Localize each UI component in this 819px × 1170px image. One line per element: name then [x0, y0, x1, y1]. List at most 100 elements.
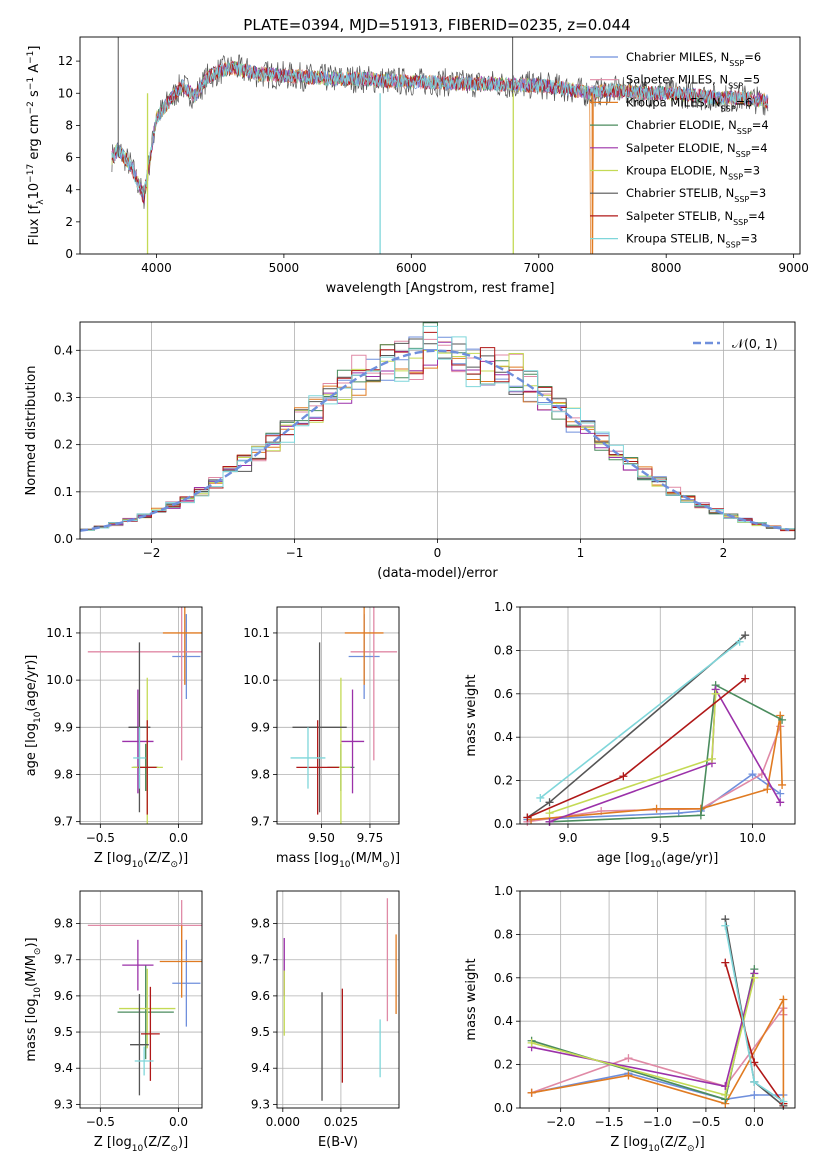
y-tick-label: 12	[58, 54, 73, 68]
y-tick-label: 10	[58, 86, 73, 100]
weight-marker	[750, 1058, 759, 1067]
spectrum-line	[111, 54, 769, 209]
x-axis-label: Z [log10(Z/Z⊙)]	[610, 1135, 704, 1154]
y-tick-label: 9.7	[251, 953, 270, 967]
y-tick-label: 0.0	[494, 817, 513, 831]
weight-line	[549, 683, 783, 823]
x-tick-label: −2.0	[546, 1115, 575, 1129]
x-tick-label: 10.0	[739, 831, 766, 845]
x-tick-label: 9.75	[357, 831, 384, 845]
y-tick-label: 9.8	[54, 917, 73, 931]
y-tick-label: 0.1	[54, 485, 73, 499]
weight-marker	[696, 811, 705, 820]
weight-marker	[721, 1090, 730, 1099]
x-tick-label: 9.5	[651, 831, 670, 845]
weight-marker	[711, 689, 720, 698]
x-axis-label: age [log10(age/yr)]	[597, 851, 719, 870]
y-tick-label: 9.9	[251, 720, 270, 734]
y-tick-label: 9.6	[251, 989, 270, 1003]
weight-line	[531, 973, 756, 1088]
plot-area	[87, 900, 202, 1096]
axes-frame	[276, 890, 400, 1109]
legend-label: Salpeter MILES, NSSP=5	[626, 73, 760, 91]
y-tick-label: 9.8	[251, 917, 270, 931]
axes-z_vs_mass: −0.5 0.0 9.3 9.4 9.5 9.6 9.7 9.8 Z [log10(Z/Z⊙)]…	[24, 890, 203, 1154]
y-tick-label: 0.0	[54, 532, 73, 546]
axes-z_vs_age: −0.5 0.0 9.7 9.8 9.9 10.0 10.1 Z [log10(Z/Z⊙)] a…	[24, 606, 203, 870]
axes-frame	[79, 321, 796, 540]
legend-label: Kroupa STELIB, NSSP=3	[626, 232, 757, 250]
plot-area	[283, 898, 397, 1101]
legend-label: Chabrier ELODIE, NSSP=4	[626, 118, 769, 136]
x-axis-label: Z [log10(Z/Z⊙)]	[94, 1135, 188, 1154]
weight-marker	[721, 921, 730, 930]
weight-line	[539, 641, 741, 799]
y-tick-label: 9.3	[251, 1097, 270, 1111]
y-tick-label: 9.5	[251, 1025, 270, 1039]
weight-marker	[624, 1054, 633, 1063]
x-tick-label: 6000	[396, 261, 427, 275]
weight-line	[531, 715, 783, 821]
y-tick-label: 4	[65, 183, 73, 197]
y-tick-label: 10.1	[243, 626, 270, 640]
x-tick-label: −1.5	[595, 1115, 624, 1129]
plot-area	[523, 631, 787, 826]
y-tick-label: 0	[65, 247, 73, 261]
error-point	[134, 1046, 154, 1076]
error-point	[172, 614, 201, 699]
axes-weights_vs_z: −2.0 −1.5 −1.0 −0.5 0.0 0.0 0.2 0.4 0.6 0.8 1.0 Z […	[464, 884, 796, 1154]
axes-frame	[519, 890, 796, 1109]
y-tick-label: 0.8	[494, 643, 513, 657]
weight-marker	[763, 785, 772, 794]
weight-marker	[707, 754, 716, 763]
y-tick-label: 9.8	[251, 767, 270, 781]
weight-marker	[536, 793, 545, 802]
y-tick-label: 0.8	[494, 927, 513, 941]
x-tick-label: 4000	[141, 261, 172, 275]
weight-marker	[778, 715, 787, 724]
legend-label: Chabrier MILES, NSSP=6	[626, 50, 761, 68]
weight-marker	[523, 813, 532, 822]
error-point	[340, 689, 365, 794]
legend-label: 𝒩(0, 1)	[732, 336, 778, 351]
weight-marker	[619, 772, 628, 781]
y-tick-label: 6	[65, 151, 73, 165]
legend-label: Salpeter ELODIE, NSSP=4	[626, 141, 768, 159]
normal-curve	[80, 349, 790, 532]
weight-marker	[545, 798, 554, 807]
x-tick-label: −2	[143, 546, 161, 560]
y-tick-label: 9.6	[54, 989, 73, 1003]
axes-frame	[79, 606, 203, 825]
y-tick-label: 1.0	[494, 884, 513, 898]
error-point	[87, 607, 202, 761]
x-tick-label: 9.0	[558, 831, 577, 845]
x-tick-label: 0.0	[745, 1115, 764, 1129]
y-tick-label: 0.3	[54, 390, 73, 404]
axes-frame	[276, 606, 400, 825]
error-point	[344, 607, 384, 685]
axes-ebv_vs_mass: 0.000 0.025 9.3 9.4 9.5 9.6 9.7 9.8 E(B-V)	[251, 890, 400, 1150]
error-point	[122, 939, 154, 991]
spectrum-line	[111, 61, 769, 197]
error-point	[296, 720, 339, 815]
x-tick-label: −1.0	[643, 1115, 672, 1129]
x-tick-label: 1	[577, 546, 585, 560]
grid-lines	[277, 607, 399, 824]
weight-marker	[748, 770, 757, 779]
x-tick-label: −0.5	[86, 1115, 115, 1129]
weight-marker	[545, 809, 554, 818]
y-axis-label: mass weight	[464, 958, 479, 1040]
y-tick-label: 9.8	[54, 767, 73, 781]
axes-weights_vs_age: 9.0 9.5 10.0 0.0 0.2 0.4 0.6 0.8 1.0 age [log10(a…	[464, 600, 796, 870]
y-tick-label: 8	[65, 118, 73, 132]
grid-lines	[80, 322, 795, 540]
y-tick-label: 0.6	[494, 687, 513, 701]
x-tick-label: −0.5	[691, 1115, 720, 1129]
figure-title: PLATE=0394, MJD=51913, FIBERID=0235, z=0…	[243, 16, 630, 34]
plot-area	[80, 322, 795, 532]
grid-lines	[80, 891, 202, 1108]
x-axis-label: wavelength [Angstrom, rest frame]	[326, 281, 555, 296]
y-tick-label: 9.7	[251, 815, 270, 829]
weight-marker	[527, 1038, 536, 1047]
